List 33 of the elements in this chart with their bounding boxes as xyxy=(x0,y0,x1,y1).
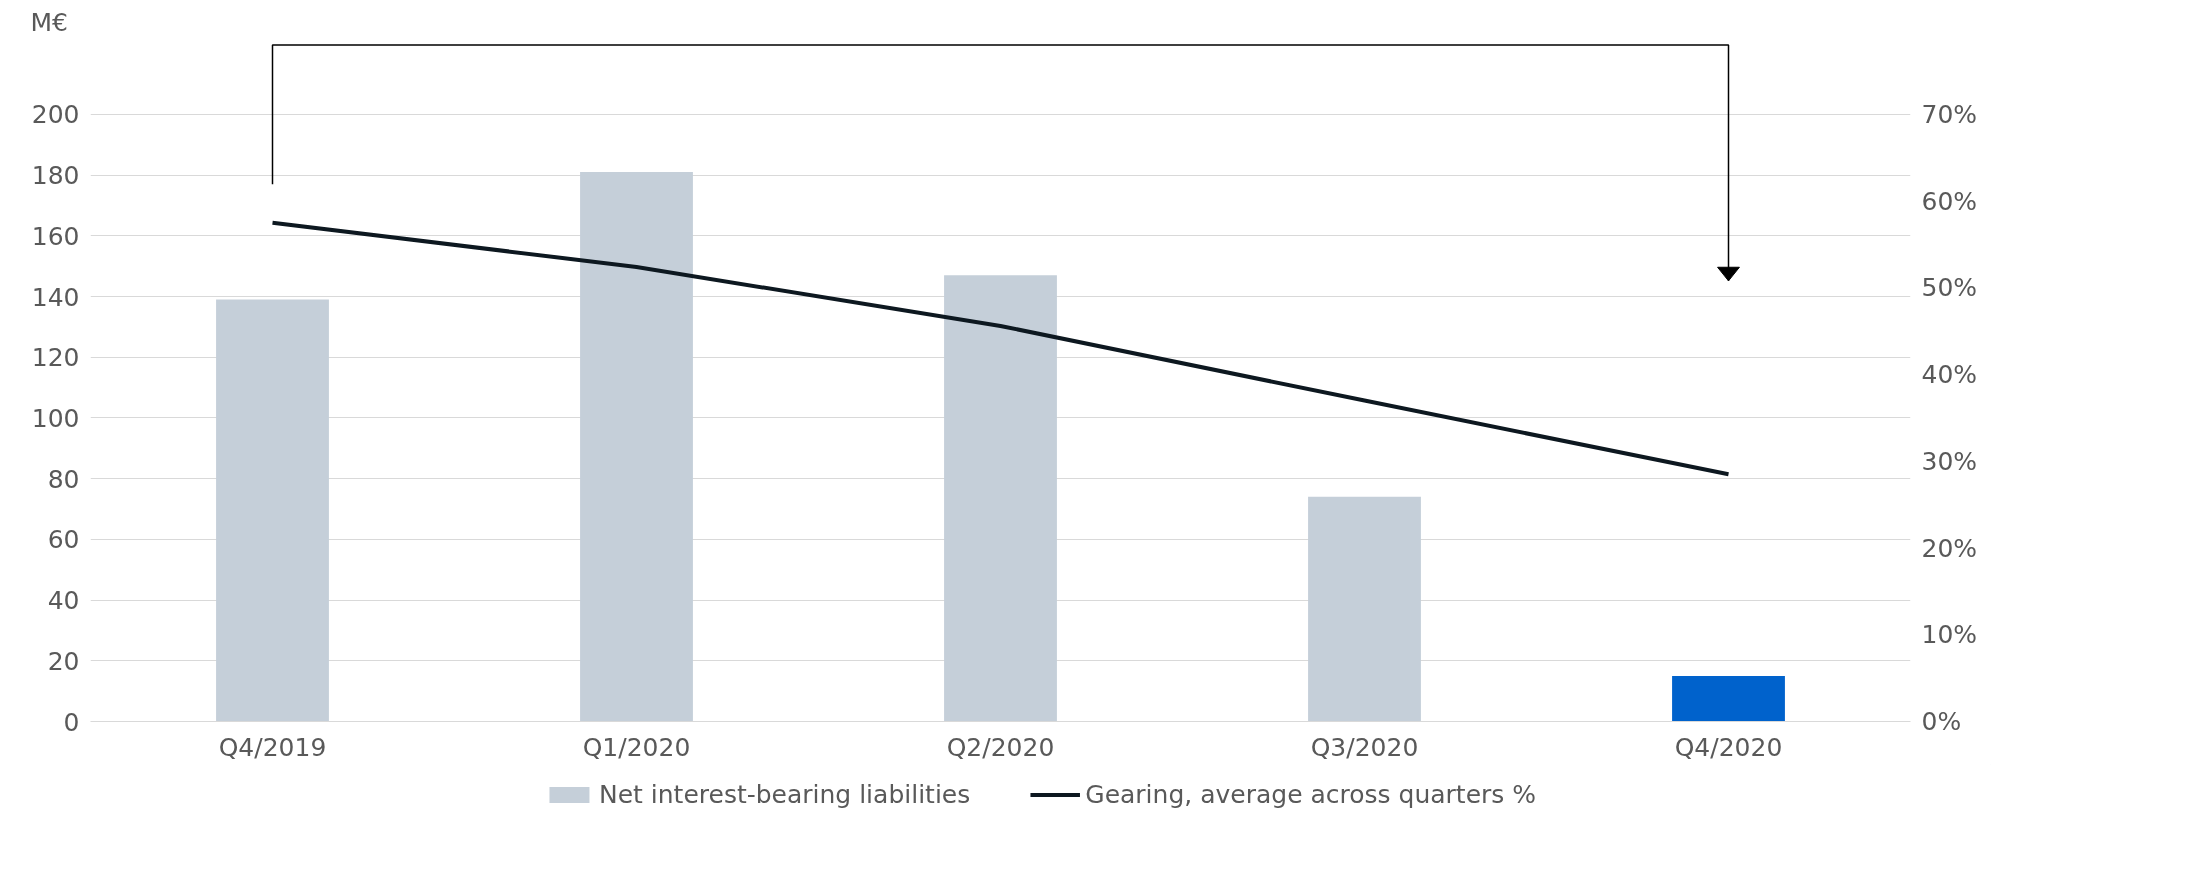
bar xyxy=(1308,496,1421,722)
legend-label: Net interest-bearing liabilities xyxy=(598,779,971,809)
x-tick-label: Q1/2020 xyxy=(582,732,691,762)
y-tick-label: 100 xyxy=(31,403,80,433)
x-tick-label: Q4/2019 xyxy=(218,732,327,762)
bar xyxy=(580,172,693,722)
y2-tick-label: 30% xyxy=(1921,446,1978,476)
bar xyxy=(1672,675,1785,722)
line-series xyxy=(270,220,1731,477)
y-axis-title: M€ xyxy=(30,7,68,37)
bar xyxy=(944,275,1057,722)
legend-label: Gearing, average across quarters % xyxy=(1085,779,1537,809)
y2-tick-label: 60% xyxy=(1921,186,1978,216)
y-tick-label: 20 xyxy=(47,646,80,676)
x-tick-label: Q4/2020 xyxy=(1674,732,1783,762)
y-tick-label: 40 xyxy=(47,586,80,616)
y2-tick-label: 10% xyxy=(1921,620,1978,650)
y-tick-label: 120 xyxy=(31,343,80,373)
y2-tick-label: 70% xyxy=(1921,99,1978,129)
x-tick-label: Q3/2020 xyxy=(1310,732,1419,762)
y-tick-label: 160 xyxy=(31,221,80,251)
y-tick-label: 200 xyxy=(31,100,80,130)
y-tick-label: 0 xyxy=(63,707,80,737)
x-tick-label: Q2/2020 xyxy=(946,732,1055,762)
y-tick-label: 60 xyxy=(47,525,80,555)
y-tick-label: 180 xyxy=(31,161,80,191)
y-tick-label: 140 xyxy=(31,282,80,312)
bar xyxy=(216,299,329,722)
y2-tick-label: 0% xyxy=(1921,707,1962,736)
y2-tick-label: 20% xyxy=(1921,533,1978,563)
y-tick-label: 80 xyxy=(47,464,80,494)
y2-tick-label: 50% xyxy=(1921,273,1978,303)
y2-tick-label: 40% xyxy=(1921,360,1978,390)
